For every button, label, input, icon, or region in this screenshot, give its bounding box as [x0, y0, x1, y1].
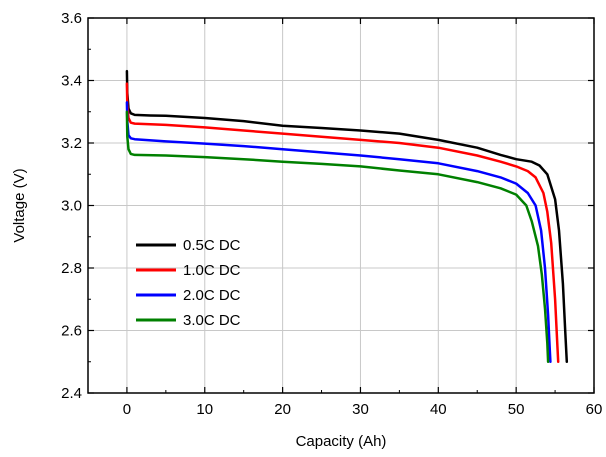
y-axis-label: Voltage (V) — [11, 168, 28, 242]
y-tick-label: 2.6 — [61, 323, 82, 340]
y-tick-label: 3.0 — [61, 198, 82, 215]
x-tick-label: 60 — [586, 401, 603, 418]
legend-label: 1.0C DC — [183, 262, 241, 279]
y-tick-label: 2.4 — [61, 385, 82, 402]
x-tick-label: 50 — [508, 401, 525, 418]
legend-label: 2.0C DC — [183, 287, 241, 304]
series-lines — [125, 69, 569, 364]
tick-labels: 0 10 20 30 40 50 60 2.4 2.6 2.8 3.0 3.2 3.4 3.6 — [61, 10, 602, 418]
y-tick-label: 3.6 — [61, 10, 82, 27]
y-tick-label: 2.8 — [61, 260, 82, 277]
series-line — [125, 69, 569, 364]
x-tick-label: 0 — [123, 401, 131, 418]
x-tick-label: 20 — [274, 401, 291, 418]
x-tick-label: 40 — [430, 401, 447, 418]
series-line — [125, 82, 560, 364]
series-line — [125, 101, 552, 364]
series-line — [125, 110, 550, 364]
y-tick-label: 3.4 — [61, 73, 82, 90]
x-axis-label: Capacity (Ah) — [296, 433, 387, 450]
y-tick-label: 3.2 — [61, 135, 82, 152]
axis-ticks — [87, 17, 595, 394]
legend-label: 0.5C DC — [183, 237, 241, 254]
legend: 0.5C DC 1.0C DC 2.0C DC 3.0C DC — [136, 237, 241, 329]
legend-label: 3.0C DC — [183, 312, 241, 329]
x-tick-label: 30 — [352, 401, 369, 418]
x-tick-label: 10 — [196, 401, 213, 418]
